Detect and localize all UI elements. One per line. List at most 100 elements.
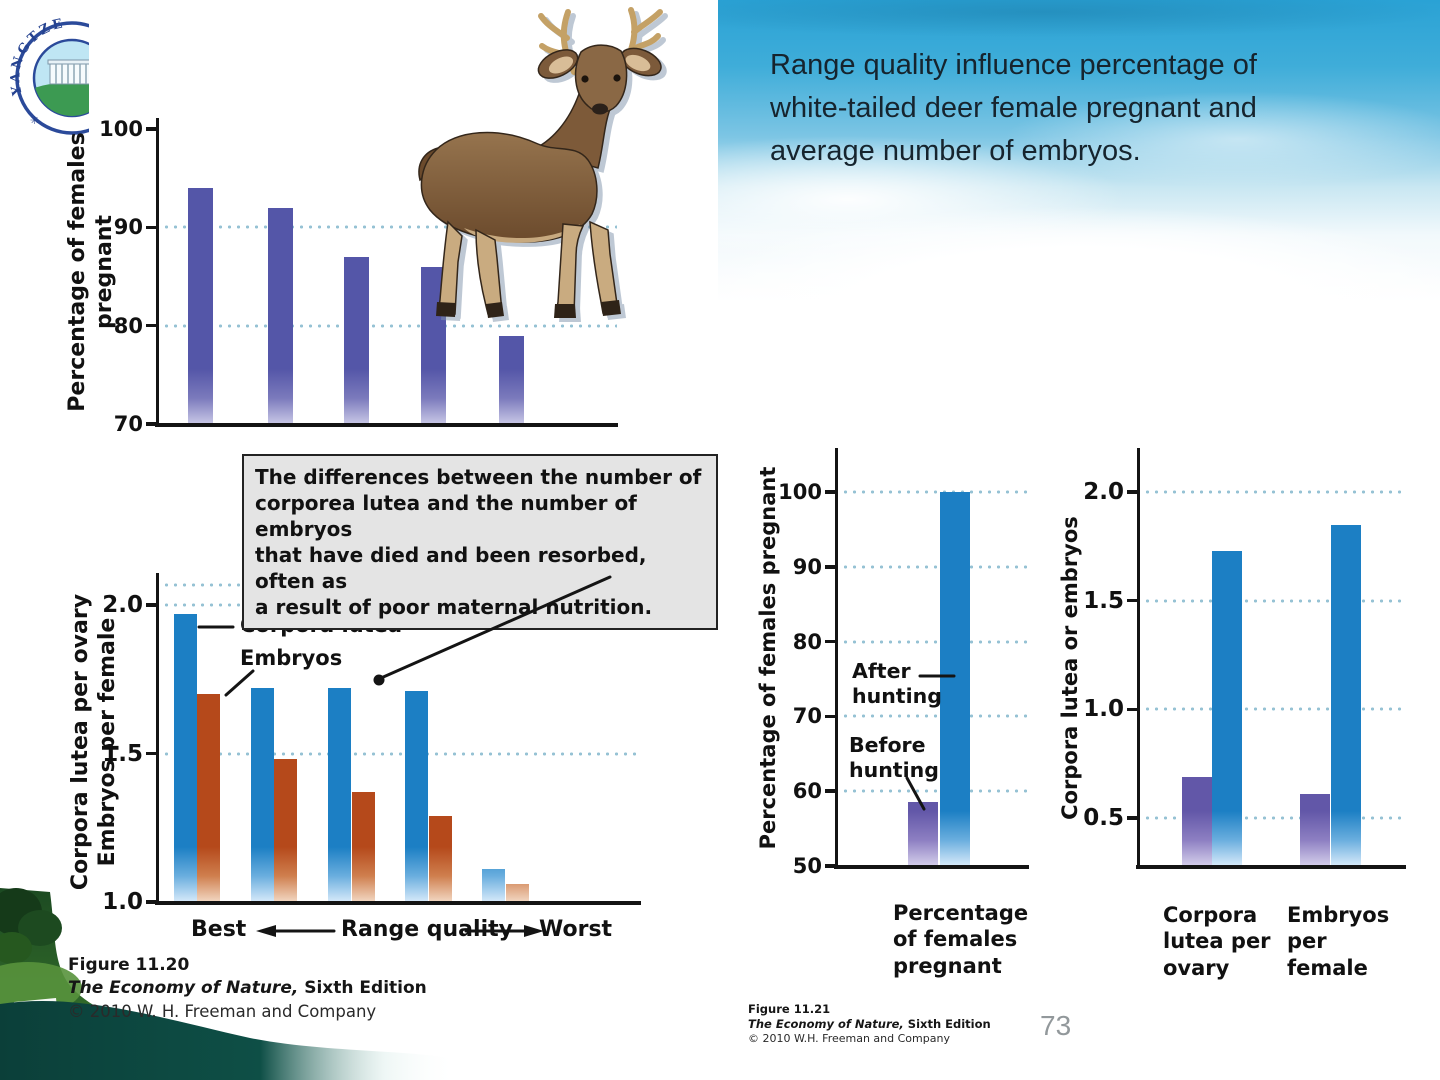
gridline: [841, 564, 1028, 569]
y-axis-tick: [1127, 598, 1138, 603]
xaxis-label-embryos-per-female: Embryos per female: [1287, 903, 1390, 980]
y-axis-tick: [825, 714, 836, 719]
gridline: [841, 714, 1028, 719]
label-after-hunting: After hunting: [852, 659, 942, 708]
y-axis-tick-label: 80: [113, 313, 143, 338]
gridline: [841, 490, 1028, 494]
yaxis-label-chart1: Percentage of females pregnant: [65, 132, 117, 412]
bar-embryos-1: [274, 759, 297, 902]
copyright: © 2010 W.H. Freeman and Company: [748, 1032, 950, 1046]
y-axis-tick-label: 90: [792, 554, 822, 579]
bar-pregnant-range-2: [344, 256, 369, 424]
xaxis-label-chart3: Percentage of females pregnant: [893, 901, 1029, 978]
y-axis-tick: [825, 565, 836, 569]
bar-embryos-0: [197, 694, 220, 902]
y-axis-tick: [146, 900, 157, 904]
figure-label: Figure 11.20: [68, 955, 190, 975]
y-axis-tick: [146, 422, 157, 426]
y-axis-tick: [1127, 816, 1138, 820]
bar-corpora-lutea-0: [174, 613, 197, 902]
y-axis-line: [155, 118, 159, 426]
legend-embryos: Embryos: [240, 646, 343, 670]
y-axis-tick: [825, 490, 836, 494]
bar-pregnant-range-0: [188, 188, 213, 424]
y-axis-tick: [146, 127, 157, 131]
y-axis-tick: [146, 225, 157, 230]
y-axis-tick-label: 0.5: [1083, 805, 1124, 831]
y-axis-tick: [146, 323, 157, 328]
gridline: [841, 639, 1028, 644]
book-title: The Economy of Nature,: [748, 1017, 904, 1032]
y-axis-tick-label: 100: [778, 480, 822, 504]
bar-hunting-after-hunting-1: [1331, 524, 1361, 866]
xaxis-label-corpora-lutea-per-ovary: Corpora lutea per ovary: [1163, 903, 1271, 980]
y-axis-line: [1136, 448, 1140, 868]
y-axis-tick-label: 2.0: [1083, 479, 1124, 506]
sky-banner-image: Range quality influence percentage of wh…: [718, 0, 1440, 302]
x-axis-line: [1136, 865, 1406, 869]
gridline: [162, 323, 617, 328]
y-axis-tick-label: 1.5: [102, 740, 143, 767]
y-axis-tick: [1127, 490, 1138, 494]
gridline: [1143, 707, 1405, 712]
y-axis-tick: [146, 603, 157, 607]
legend-embryos-pointer-line: [224, 669, 255, 697]
bar-embryos-4: [506, 884, 529, 902]
page-number: 73: [1040, 1010, 1072, 1041]
xaxis-label-worst: Worst: [539, 917, 613, 942]
y-axis-tick: [825, 789, 836, 793]
callout-box: The differences between the number of co…: [242, 454, 718, 630]
gridline: [1143, 490, 1405, 495]
y-axis-tick-label: 60: [792, 779, 822, 804]
figure-caption-11-21: Figure 11.21 The Economy of Nature, Sixt…: [748, 1002, 991, 1047]
y-axis-tick-label: 100: [99, 117, 143, 141]
university-logo-icon: YANGTZE ✳: [10, 8, 89, 138]
x-axis-line: [155, 423, 618, 427]
nature-photo-waterfall: [0, 888, 557, 1080]
bar-embryos-2: [352, 792, 375, 902]
x-axis-line: [834, 865, 1029, 869]
y-axis-tick-label: 80: [792, 629, 822, 654]
bar-embryos-3: [429, 815, 452, 902]
xaxis-label-range-quality: Range quality: [341, 917, 513, 942]
deer-hooves: [436, 300, 621, 318]
y-axis-tick-label: 70: [113, 412, 143, 436]
callout-pointer-dot: [373, 674, 385, 686]
white-tailed-deer-illustration: [418, 7, 663, 318]
y-axis-tick: [146, 751, 157, 756]
x-axis-line: [155, 901, 641, 905]
bar-corpora-lutea-1: [251, 688, 274, 902]
copyright: © 2010 W. H. Freeman and Company: [68, 1001, 377, 1021]
figure-label: Figure 11.21: [748, 1002, 831, 1016]
gridline: [1143, 816, 1405, 820]
book-title: The Economy of Nature,: [68, 978, 299, 999]
y-axis-tick: [825, 864, 836, 868]
label-before-hunting: Before hunting: [849, 733, 939, 782]
book-edition: Sixth Edition: [903, 1017, 991, 1032]
y-axis-tick-label: 50: [792, 854, 822, 878]
bar-hunting-after-hunting-0: [1212, 550, 1242, 866]
y-axis-tick: [1127, 707, 1138, 712]
xaxis-label-best: Best: [191, 917, 247, 942]
gridline: [162, 751, 640, 756]
figure-caption-11-20: Figure 11.20 The Economy of Nature, Sixt…: [68, 954, 427, 1024]
gridline: [1143, 598, 1405, 603]
bar-pregnant-range-4: [499, 335, 524, 424]
y-axis-line: [155, 573, 159, 904]
y-axis-tick-label: 1.5: [1083, 587, 1124, 614]
bar-hunting-pregnant-1: [940, 492, 970, 866]
y-axis-line: [834, 448, 838, 868]
y-axis-tick-label: 90: [113, 215, 143, 240]
y-axis-tick-label: 1.0: [1083, 696, 1124, 723]
yaxis-label-chart4: Corpora lutea or embryos: [1058, 516, 1082, 820]
y-axis-tick: [825, 639, 836, 644]
gridline: [162, 225, 617, 230]
bar-hunting-pregnant-0: [908, 802, 938, 866]
y-axis-tick-label: 70: [792, 704, 822, 729]
bar-pregnant-range-1: [268, 207, 293, 424]
page-title: Range quality influence percentage of wh…: [770, 49, 1257, 167]
y-axis-tick-label: 2.0: [102, 592, 143, 618]
gridline: [841, 789, 1028, 794]
bar-hunting-before-hunting-0: [1182, 776, 1212, 866]
